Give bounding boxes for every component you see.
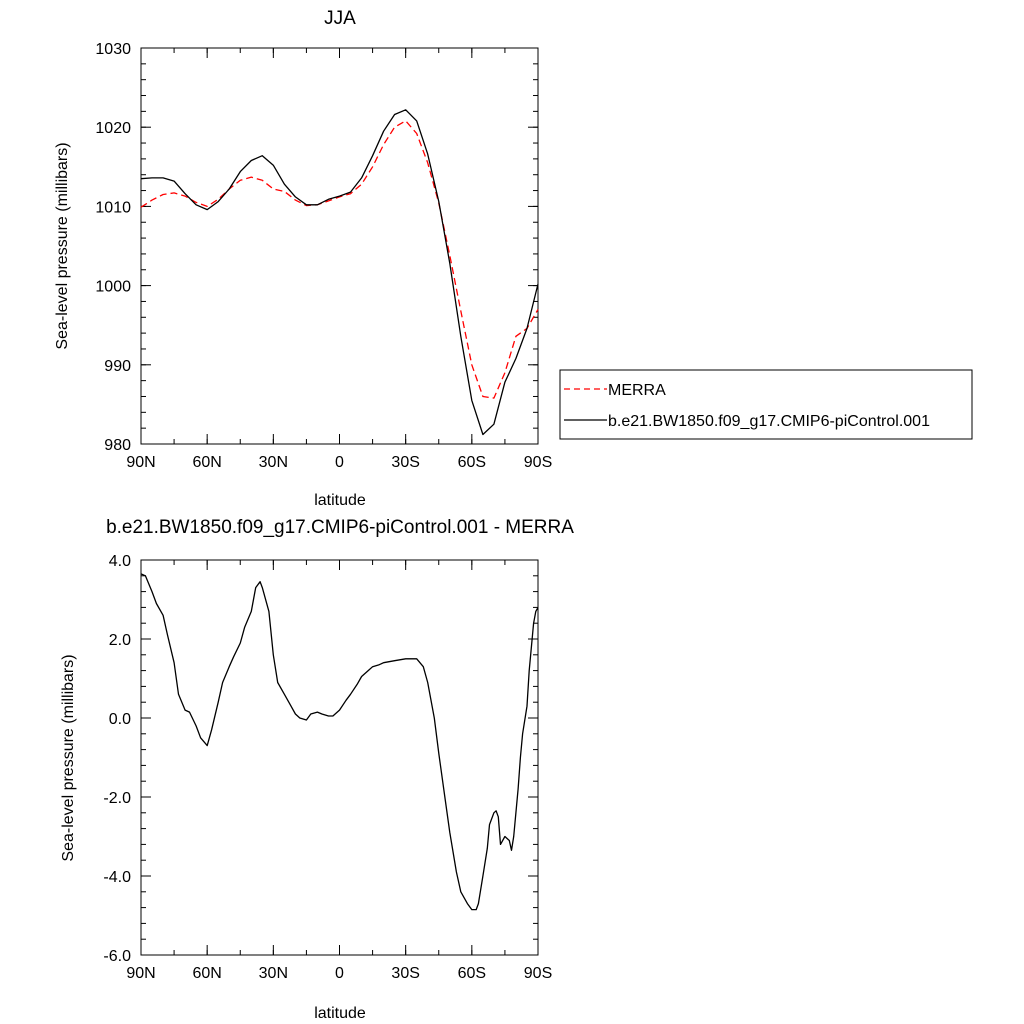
bottom-panel: b.e21.BW1850.f09_g17.CMIP6-piControl.001… bbox=[60, 517, 574, 1022]
bottom-x-tick-label: 90S bbox=[524, 965, 552, 982]
bottom-x-tick-label: 60N bbox=[192, 965, 221, 982]
top-x-tick-label: 30S bbox=[391, 454, 419, 471]
top-y-tick-label: 990 bbox=[104, 358, 131, 375]
bottom-x-axis-label: latitude bbox=[314, 1005, 366, 1022]
bottom-plot-frame bbox=[140, 559, 539, 956]
top-y-tick-label: 1010 bbox=[95, 199, 131, 216]
top-x-tick-label: 30N bbox=[259, 454, 288, 471]
top-series-line-1 bbox=[140, 109, 539, 436]
bottom-x-tick-label: 30N bbox=[259, 965, 288, 982]
legend-box bbox=[559, 369, 973, 440]
top-chart-title: JJA bbox=[324, 8, 356, 29]
bottom-y-tick-label: 2.0 bbox=[109, 632, 131, 649]
top-y-tick-label: 1020 bbox=[95, 120, 131, 137]
top-plot-frame bbox=[140, 47, 539, 445]
top-x-tick-label: 60S bbox=[458, 454, 486, 471]
bottom-x-tick-label: 60S bbox=[458, 965, 486, 982]
top-x-tick-label: 60N bbox=[192, 454, 221, 471]
top-x-tick-label: 0 bbox=[335, 454, 344, 471]
bottom-x-tick-label: 30S bbox=[391, 965, 419, 982]
legend-merra-label: MERRA bbox=[608, 382, 666, 399]
top-x-tick-label: 90S bbox=[524, 454, 552, 471]
top-y-tick-label: 980 bbox=[104, 437, 131, 454]
top-panel: JJA 90N 60N 30N 0 30S 60S 90S 980 990 1000 1010 102… bbox=[54, 8, 552, 509]
bottom-y-tick-label: 0.0 bbox=[109, 711, 131, 728]
legend: MERRA b.e21.BW1850.f09_g17.CMIP6-piContr… bbox=[559, 369, 973, 440]
top-y-tick-label: 1030 bbox=[95, 41, 131, 58]
top-x-tick-label: 90N bbox=[126, 454, 155, 471]
bottom-axis-ticks: 90N 60N 30N 0 30S 60S 90S -6.0 -4.0 -2.0 0.0 2.0 4.0 bbox=[103, 553, 552, 982]
bottom-series-line-0 bbox=[140, 573, 539, 911]
top-x-axis-label: latitude bbox=[314, 492, 366, 509]
bottom-y-tick-label: 4.0 bbox=[109, 553, 131, 570]
top-series-lines bbox=[140, 109, 539, 436]
bottom-y-axis-label: Sea-level pressure (millibars) bbox=[60, 654, 77, 861]
bottom-x-tick-label: 0 bbox=[335, 965, 344, 982]
bottom-x-tick-label: 90N bbox=[126, 965, 155, 982]
top-y-tick-label: 1000 bbox=[95, 279, 131, 296]
top-y-axis-label: Sea-level pressure (millibars) bbox=[54, 142, 71, 349]
bottom-series-lines bbox=[140, 573, 539, 911]
bottom-y-tick-label: -4.0 bbox=[103, 869, 131, 886]
bottom-chart-title: b.e21.BW1850.f09_g17.CMIP6-piControl.001… bbox=[106, 517, 574, 538]
top-series-line-0 bbox=[140, 120, 539, 399]
bottom-y-tick-label: -6.0 bbox=[103, 948, 131, 965]
legend-model-label: b.e21.BW1850.f09_g17.CMIP6-piControl.001 bbox=[608, 413, 930, 430]
top-axis-ticks: 90N 60N 30N 0 30S 60S 90S 980 990 1000 1010 1020 103… bbox=[95, 41, 552, 471]
bottom-y-tick-label: -2.0 bbox=[103, 790, 131, 807]
